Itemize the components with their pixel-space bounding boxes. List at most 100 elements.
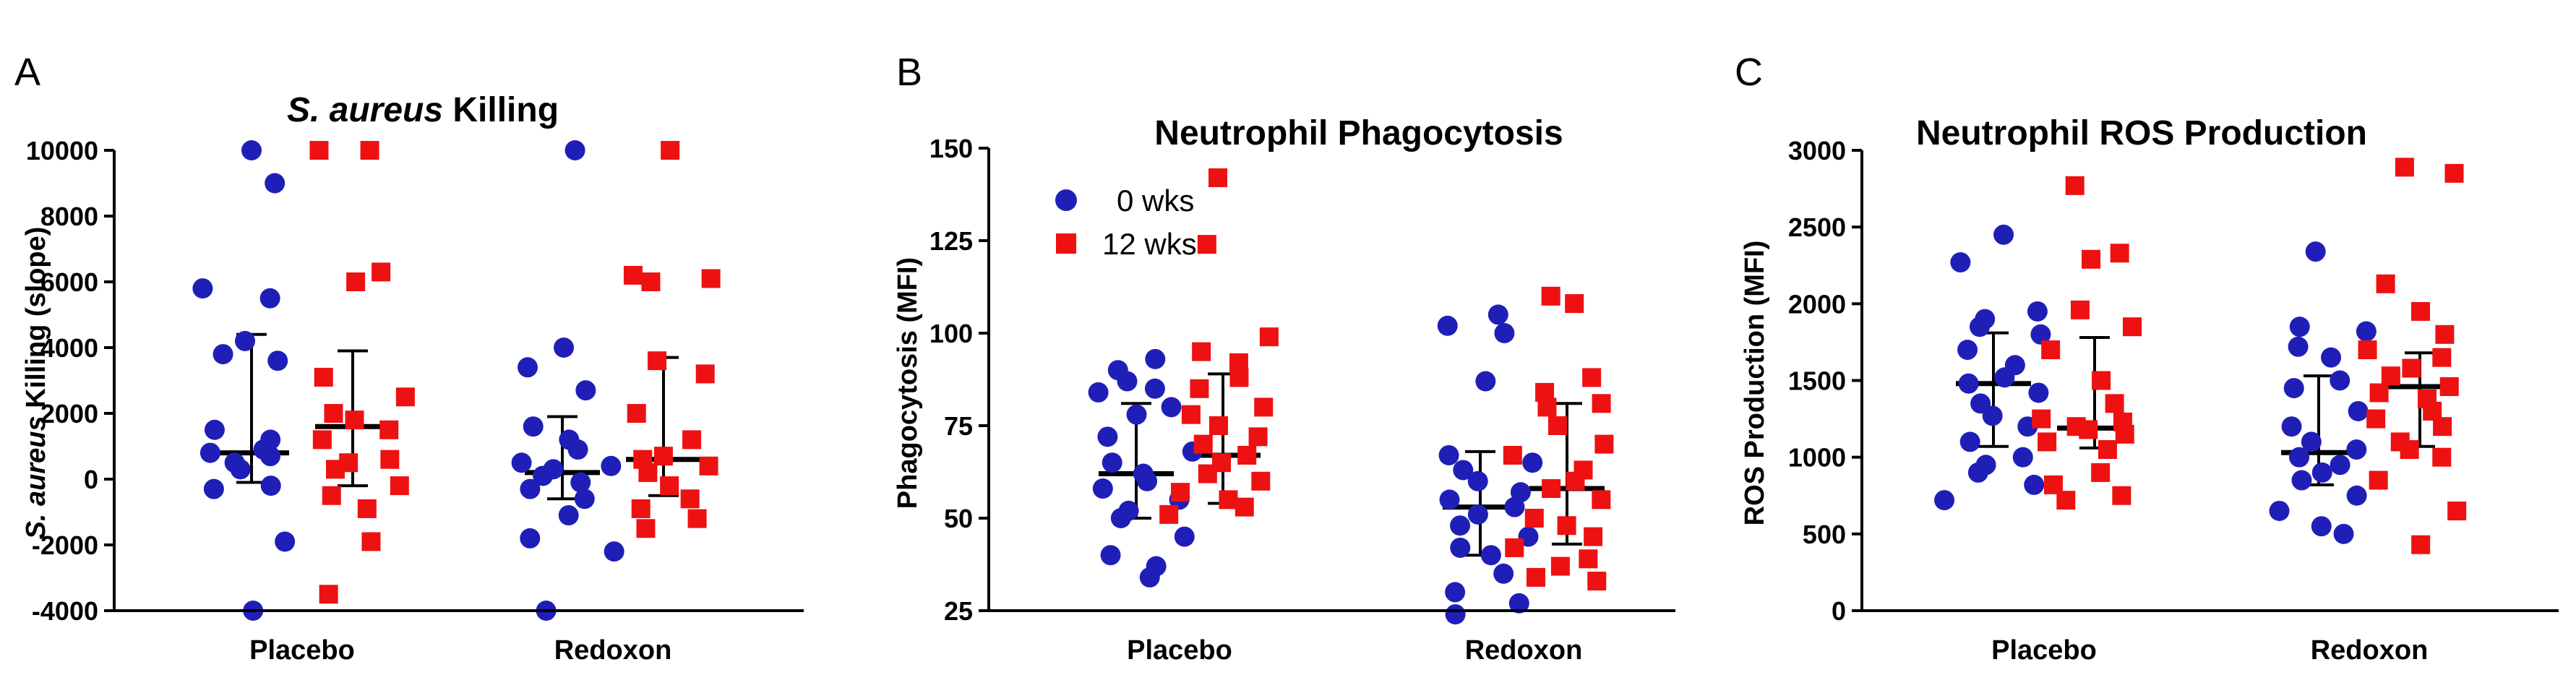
data-point-0-wks (1438, 444, 1459, 465)
y-tick-label: 10000 (26, 136, 98, 165)
legend-marker-12-wks (1056, 233, 1076, 254)
y-tick-label: 2000 (40, 399, 98, 429)
data-point-0-wks (2269, 500, 2290, 521)
data-point-0-wks (2289, 447, 2310, 468)
data-point-12-wks (1159, 504, 1179, 524)
data-point-0-wks (203, 478, 224, 499)
data-point-0-wks (2330, 455, 2350, 476)
panel-b-category-redoxon: Redoxon (1465, 635, 1583, 666)
panel-b-y-ticks: 25 50 75 100 125 150 (929, 134, 989, 626)
data-point-0-wks (1453, 460, 1474, 481)
data-point-12-wks (1251, 471, 1271, 491)
data-point-0-wks (1969, 317, 1990, 337)
data-point-12-wks (2432, 447, 2452, 467)
data-point-12-wks (326, 460, 345, 479)
data-point-12-wks (2105, 394, 2124, 413)
data-point-12-wks (319, 585, 338, 604)
data-point-12-wks (380, 450, 400, 469)
data-point-0-wks (1102, 452, 1122, 473)
data-point-0-wks (2030, 324, 2051, 345)
panel-a-category-placebo: Placebo (249, 635, 355, 666)
data-point-0-wks (523, 416, 544, 437)
data-point-12-wks (2070, 300, 2090, 319)
data-point-0-wks (1450, 537, 1471, 558)
data-point-12-wks (1579, 549, 1598, 569)
data-point-0-wks (1092, 478, 1113, 499)
data-point-0-wks (199, 442, 220, 463)
y-tick-label: 0 (1832, 596, 1846, 626)
data-point-12-wks (324, 404, 343, 423)
data-point-12-wks (2433, 417, 2452, 437)
data-point-12-wks (1594, 434, 1614, 454)
data-point-0-wks (1126, 404, 1147, 425)
data-point-12-wks (1193, 434, 1213, 454)
data-point-0-wks (1958, 373, 1979, 394)
data-point-0-wks (2027, 301, 2048, 322)
data-point-12-wks (2366, 409, 2386, 429)
data-point-0-wks (2356, 321, 2377, 342)
data-point-0-wks (204, 419, 225, 440)
data-point-12-wks (372, 262, 391, 282)
y-tick-label: 75 (944, 411, 973, 441)
data-point-0-wks (235, 330, 256, 351)
data-point-0-wks (1145, 348, 1166, 369)
data-point-0-wks (564, 140, 585, 160)
panel-letter-c: C (1735, 51, 1763, 94)
data-point-12-wks (638, 463, 658, 482)
data-point-12-wks (2376, 274, 2395, 293)
data-point-12-wks (2112, 486, 2131, 505)
data-point-12-wks (1248, 427, 1268, 447)
data-point-12-wks (1526, 567, 1545, 587)
data-point-12-wks (2092, 371, 2111, 390)
legend-marker-0-wks (1055, 189, 1077, 211)
data-point-0-wks (570, 472, 591, 493)
data-point-0-wks (1982, 405, 2003, 426)
data-point-0-wks (1439, 489, 1460, 510)
data-point-12-wks (1235, 497, 1254, 517)
data-point-12-wks (1541, 286, 1560, 306)
data-point-12-wks (680, 489, 700, 509)
data-point-0-wks (241, 140, 262, 160)
panel-c-points (1934, 158, 2467, 554)
data-point-12-wks (1547, 416, 1567, 435)
data-point-0-wks (1445, 604, 1466, 625)
data-point-0-wks (575, 380, 596, 401)
data-point-12-wks (390, 476, 409, 496)
data-point-12-wks (2400, 440, 2419, 460)
data-point-12-wks (2122, 317, 2142, 337)
data-point-0-wks (1475, 371, 1496, 392)
panel-letter-a: A (14, 51, 40, 94)
data-point-12-wks (1505, 538, 1524, 557)
data-point-12-wks (623, 265, 643, 285)
data-point-12-wks (2038, 432, 2057, 452)
data-point-12-wks (379, 420, 399, 439)
data-point-12-wks (2410, 301, 2430, 321)
data-point-0-wks (1097, 426, 1118, 447)
panel-a-y-ticks: -4000 -2000 0 2000 4000 6000 8000 10000 (26, 136, 114, 626)
data-point-12-wks (2369, 383, 2389, 403)
data-point-0-wks (1161, 397, 1182, 418)
data-point-0-wks (1144, 378, 1165, 399)
data-point-12-wks (695, 364, 715, 384)
data-point-0-wks (2301, 431, 2322, 452)
data-point-0-wks (1437, 315, 1458, 336)
data-point-12-wks (2032, 409, 2051, 429)
data-point-12-wks (1254, 397, 1274, 417)
data-point-12-wks (1208, 168, 1228, 187)
data-point-0-wks (2012, 447, 2033, 468)
data-point-12-wks (2381, 366, 2400, 386)
data-point-0-wks (260, 476, 281, 496)
y-tick-label: 2500 (1788, 212, 1846, 242)
data-point-0-wks (1137, 470, 1158, 491)
data-point-12-wks (2082, 249, 2101, 269)
data-point-0-wks (574, 489, 595, 509)
panel-c: C Neutrophil ROS Production ROS Producti… (1735, 51, 2559, 666)
data-point-0-wks (567, 439, 588, 460)
data-point-12-wks (1566, 471, 1585, 491)
data-point-0-wks (1467, 504, 1488, 525)
data-point-0-wks (192, 278, 213, 299)
data-point-12-wks (2056, 491, 2076, 510)
data-point-12-wks (1524, 509, 1544, 528)
data-point-12-wks (2110, 244, 2129, 263)
